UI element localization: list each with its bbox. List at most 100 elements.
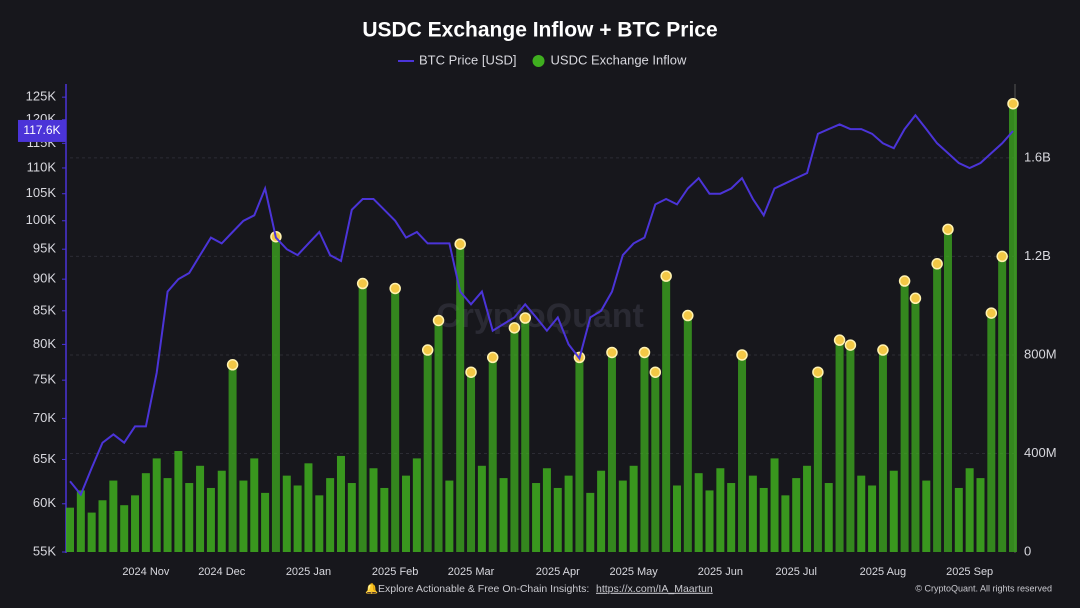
inflow-bar <box>163 478 172 552</box>
inflow-marker <box>432 314 445 327</box>
inflow-bar <box>607 352 616 552</box>
legend: BTC Price [USD] USDC Exchange Inflow <box>398 52 687 67</box>
x-tick-label: 2025 Apr <box>536 566 580 578</box>
x-tick-label: 2025 Aug <box>860 566 907 578</box>
inflow-marker <box>638 346 651 359</box>
inflow-bar <box>499 478 508 552</box>
inflow-bar <box>141 473 150 552</box>
inflow-bar <box>380 487 389 552</box>
inflow-marker <box>898 275 911 287</box>
inflow-bar <box>542 468 551 552</box>
inflow-bar <box>510 327 519 552</box>
inflow-bar <box>922 480 931 552</box>
y-tick-label: 110K <box>27 159 57 174</box>
inflow-bar <box>727 483 736 552</box>
last-price-box <box>18 119 66 142</box>
legend-label: BTC Price [USD] <box>419 52 517 67</box>
inflow-bar <box>965 468 974 552</box>
inflow-bar <box>694 473 703 552</box>
y-tick-label: 60K <box>33 495 56 510</box>
inflow-bar <box>174 451 183 552</box>
inflow-marker <box>508 322 521 334</box>
inflow-bar <box>792 478 801 552</box>
inflow-bar <box>683 315 692 552</box>
inflow-marker <box>996 250 1008 263</box>
inflow-bar <box>738 354 747 552</box>
inflow-bar <box>412 458 421 552</box>
inflow-marker <box>909 292 922 305</box>
y-tick-label: 125K <box>26 89 57 104</box>
inflow-bar <box>618 480 627 552</box>
inflow-bar <box>239 480 248 552</box>
x-tick-label: 2025 Jan <box>286 566 331 578</box>
inflow-bar <box>456 244 465 552</box>
inflow-bar <box>976 478 985 552</box>
inflow-bar <box>304 463 313 552</box>
y-tick-label: 65K <box>33 451 56 466</box>
inflow-bar <box>445 480 454 552</box>
inflow-marker <box>844 339 857 351</box>
legend-swatch <box>532 55 545 67</box>
inflow-marker <box>736 349 748 361</box>
inflow-bar <box>878 350 887 552</box>
inflow-bar <box>66 507 74 552</box>
inflow-bar <box>109 480 118 552</box>
inflow-bar <box>369 468 378 552</box>
inflow-bar <box>933 263 942 552</box>
inflow-marker <box>812 366 824 378</box>
inflow-bar <box>629 465 638 552</box>
inflow-bar <box>759 487 768 552</box>
y-tick-label: 100K <box>26 212 57 227</box>
inflow-bar <box>87 512 96 552</box>
footer-link[interactable]: https://x.com/IA_Maartun <box>596 583 713 595</box>
y-tick-label: 55K <box>33 543 56 558</box>
chart-title: USDC Exchange Inflow + BTC Price <box>362 19 717 42</box>
inflow-bar <box>575 357 584 552</box>
y2-tick-label: 0 <box>1024 543 1031 558</box>
inflow-bar <box>954 487 963 552</box>
inflow-bar <box>803 465 812 552</box>
inflow-bar <box>76 490 85 552</box>
y-tick-label: 90K <box>33 271 56 286</box>
y2-tick-label: 1.6B <box>1024 149 1051 164</box>
inflow-bar <box>824 483 833 552</box>
inflow-marker <box>877 344 889 356</box>
inflow-bar <box>521 318 530 552</box>
inflow-marker <box>931 258 943 270</box>
inflow-marker <box>226 359 239 371</box>
price-line <box>69 113 1014 497</box>
x-tick-label: 2025 Mar <box>448 566 495 578</box>
inflow-bar <box>467 372 476 552</box>
inflow-marker <box>649 366 662 378</box>
inflow-bar <box>271 236 280 552</box>
inflow-bar <box>434 320 443 552</box>
inflow-bar <box>889 470 898 552</box>
inflow-bar <box>857 475 866 552</box>
inflow-bar <box>846 345 855 552</box>
inflow-bar <box>98 500 107 552</box>
y-tick-label: 80K <box>33 336 56 351</box>
inflow-bar <box>1009 103 1017 552</box>
y-tick-label: 105K <box>26 185 57 200</box>
x-tick-label: 2024 Nov <box>122 566 170 578</box>
inflow-bar <box>553 487 562 552</box>
inflow-bar <box>347 483 356 552</box>
inflow-bar <box>672 485 681 552</box>
inflow-marker <box>465 366 477 378</box>
inflow-marker <box>486 351 499 364</box>
inflow-marker <box>454 238 466 250</box>
inflow-bar <box>564 475 573 552</box>
y2-tick-label: 800M <box>1024 346 1057 361</box>
inflow-marker <box>985 307 998 319</box>
y2-tick-label: 1.2B <box>1024 248 1051 263</box>
inflow-marker <box>1007 97 1019 110</box>
inflow-bar <box>336 455 345 552</box>
inflow-bar <box>868 485 877 552</box>
inflow-bar <box>488 357 497 552</box>
y-tick-label: 85K <box>33 302 56 317</box>
inflow-marker <box>833 334 846 346</box>
legend-label: USDC Exchange Inflow <box>551 52 687 67</box>
inflow-marker <box>389 282 401 295</box>
inflow-bar <box>662 276 671 552</box>
